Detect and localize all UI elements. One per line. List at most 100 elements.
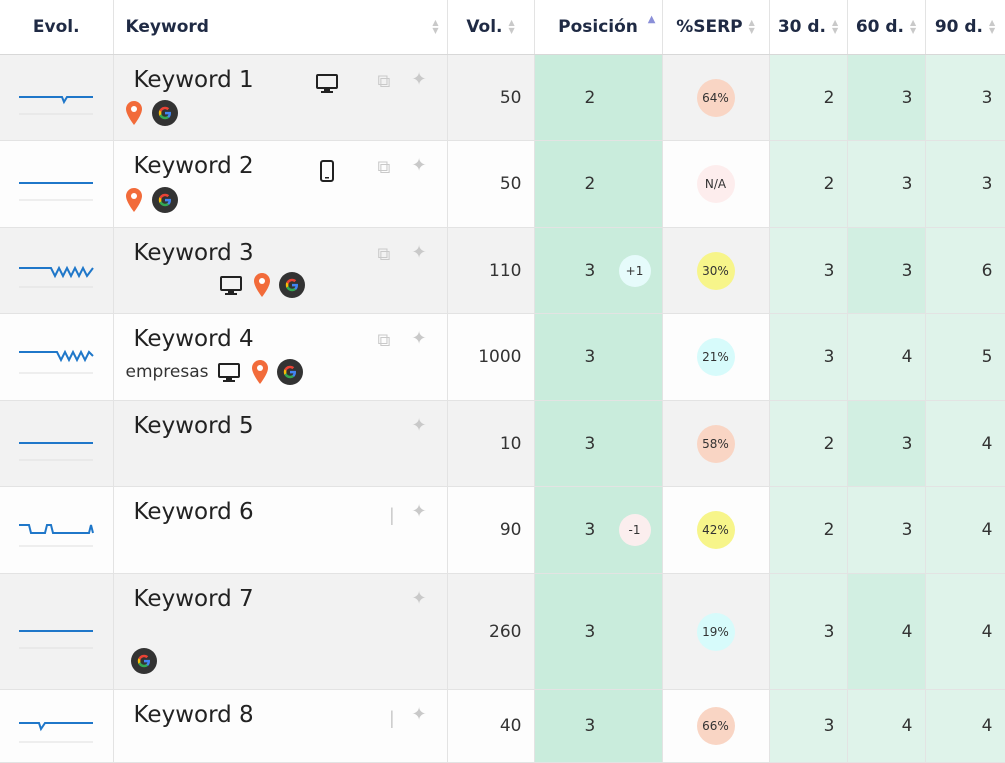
copy-icon[interactable]: ⧉: [377, 330, 391, 350]
header-vol[interactable]: Vol. ▲ ▼: [447, 0, 535, 55]
header-row: Evol. Keyword ▲ ▼ Vol. ▲ ▼ Posición ▲ %SERP ▲ ▼…: [0, 0, 1005, 55]
keyword-name[interactable]: Keyword 4: [133, 326, 254, 352]
sparkle-icon[interactable]: ✦: [411, 704, 427, 724]
sparkle-icon[interactable]: ✦: [411, 69, 427, 89]
header-60d[interactable]: 60 d. ▲ ▼: [847, 0, 926, 55]
position-value: 2: [584, 174, 596, 194]
header-serp[interactable]: %SERP ▲ ▼: [662, 0, 770, 55]
keyword-cell[interactable]: Keyword 5 ✦: [113, 400, 448, 487]
copy-icon[interactable]: ⧉: [377, 157, 391, 177]
header-30d[interactable]: 30 d. ▲ ▼: [769, 0, 848, 55]
position-cell[interactable]: 3 -1: [534, 486, 663, 574]
evolution-sparkline[interactable]: [0, 54, 114, 141]
desktop-icon: [219, 276, 242, 296]
copy-icon[interactable]: |: [389, 708, 395, 728]
position-cell[interactable]: 3 +1: [534, 227, 663, 314]
keyword-name[interactable]: Keyword 5: [133, 413, 254, 439]
sort-icon[interactable]: ▲ ▼: [432, 18, 439, 35]
header-90d[interactable]: 90 d. ▲ ▼: [925, 0, 1005, 55]
keyword-name[interactable]: Keyword 6: [133, 499, 254, 525]
evolution-sparkline[interactable]: [0, 227, 114, 314]
header-posicion[interactable]: Posición ▲: [534, 0, 663, 55]
table-row[interactable]: Keyword 5 ✦ 10 3 58% 2 3 4: [0, 400, 1005, 487]
mobile-icon: [319, 160, 334, 182]
evolution-sparkline[interactable]: [0, 400, 114, 487]
table-row[interactable]: Keyword 1 ⧉ ✦ 50 2 64% 2 3 3: [0, 54, 1005, 141]
copy-icon[interactable]: ⧉: [377, 244, 391, 264]
location-pin-icon: [253, 273, 270, 297]
header-evol[interactable]: Evol.: [0, 0, 114, 55]
position-cell[interactable]: 3: [534, 689, 663, 763]
keyword-cell[interactable]: Keyword 7 ✦: [113, 573, 448, 690]
keyword-cell[interactable]: Keyword 2 ⧉ ✦: [113, 140, 448, 228]
keyword-cell[interactable]: Keyword 1 ⧉ ✦: [113, 54, 448, 141]
position-cell[interactable]: 3: [534, 573, 663, 690]
evolution-sparkline[interactable]: [0, 140, 114, 228]
sort-icon[interactable]: ▲ ▼: [910, 18, 917, 35]
position-cell[interactable]: 3: [534, 313, 663, 401]
table-row[interactable]: Keyword 7 ✦ 260 3 19% 3 4 4: [0, 573, 1005, 690]
position-60d-cell: 4: [847, 573, 926, 690]
position-cell[interactable]: 2: [534, 140, 663, 228]
evolution-sparkline[interactable]: [0, 573, 114, 690]
volume-cell: 50: [447, 140, 535, 228]
position-cell[interactable]: 3: [534, 400, 663, 487]
position-30d-cell: 3: [769, 313, 848, 401]
sparkle-icon[interactable]: ✦: [411, 155, 427, 175]
location-pin-icon: [125, 101, 142, 125]
table-row[interactable]: Keyword 2 ⧉ ✦ 50 2 N/A 2 3 3: [0, 140, 1005, 228]
position-90d-cell: 3: [925, 54, 1005, 141]
position-60d-cell: 4: [847, 313, 926, 401]
volume-cell: 1000: [447, 313, 535, 401]
sparkle-icon[interactable]: ✦: [411, 328, 427, 348]
serp-cell: 58%: [662, 400, 770, 487]
position-value: 3: [584, 433, 596, 454]
volume-cell: 260: [447, 573, 535, 690]
desktop-icon: [315, 74, 338, 94]
table-row[interactable]: Keyword 8 | ✦ 40 3 66% 3 4 4: [0, 689, 1005, 763]
position-90d-cell: 4: [925, 689, 1005, 763]
volume-cell: 110: [447, 227, 535, 314]
sort-icon[interactable]: ▲ ▼: [832, 18, 839, 35]
sort-icon[interactable]: ▲ ▼: [748, 18, 755, 35]
sparkle-icon[interactable]: ✦: [411, 242, 427, 262]
keyword-cell[interactable]: Keyword 6 | ✦: [113, 486, 448, 574]
copy-icon[interactable]: |: [389, 505, 395, 525]
google-icon: [151, 100, 178, 126]
evolution-sparkline[interactable]: [0, 486, 114, 574]
sparkle-icon[interactable]: ✦: [411, 415, 427, 435]
serp-badge: 58%: [696, 424, 735, 463]
google-icon: [151, 187, 178, 213]
header-keyword[interactable]: Keyword ▲ ▼: [113, 0, 448, 55]
position-value: 3: [584, 520, 596, 540]
keyword-cell[interactable]: Keyword 4 ⧉ ✦ empresas: [113, 313, 448, 401]
sparkle-icon[interactable]: ✦: [411, 588, 427, 608]
keyword-cell[interactable]: Keyword 3 ⧉ ✦: [113, 227, 448, 314]
sparkle-icon[interactable]: ✦: [411, 501, 427, 521]
copy-icon[interactable]: ⧉: [377, 71, 391, 91]
sort-icon[interactable]: ▲ ▼: [508, 18, 515, 35]
keyword-name[interactable]: Keyword 8: [133, 702, 254, 728]
position-90d-cell: 6: [925, 227, 1005, 314]
serp-badge: 66%: [696, 707, 735, 745]
sort-icon[interactable]: ▲ ▼: [989, 18, 996, 35]
location-pin-icon: [125, 188, 142, 212]
table-row[interactable]: Keyword 6 | ✦ 90 3 -1 42% 2 3 4: [0, 486, 1005, 574]
evolution-sparkline[interactable]: [0, 689, 114, 763]
keyword-name[interactable]: Keyword 3: [133, 240, 254, 266]
keyword-name[interactable]: Keyword 7: [133, 586, 254, 612]
keyword-name[interactable]: Keyword 2: [133, 153, 254, 179]
evolution-sparkline[interactable]: [0, 313, 114, 401]
desktop-icon: [217, 363, 240, 383]
position-cell[interactable]: 2: [534, 54, 663, 141]
keyword-name[interactable]: Keyword 1: [133, 67, 254, 93]
sort-ascending-icon[interactable]: ▲: [647, 14, 656, 25]
position-30d-cell: 2: [769, 400, 848, 487]
serp-cell: 21%: [662, 313, 770, 401]
table-row[interactable]: Keyword 4 ⧉ ✦ empresas 1000 3 21% 3 4 5: [0, 313, 1005, 401]
position-60d-cell: 3: [847, 400, 926, 487]
table-row[interactable]: Keyword 3 ⧉ ✦ 110 3 +1 30% 3 3 6: [0, 227, 1005, 314]
keyword-cell[interactable]: Keyword 8 | ✦: [113, 689, 448, 763]
position-value: 3: [584, 621, 596, 642]
